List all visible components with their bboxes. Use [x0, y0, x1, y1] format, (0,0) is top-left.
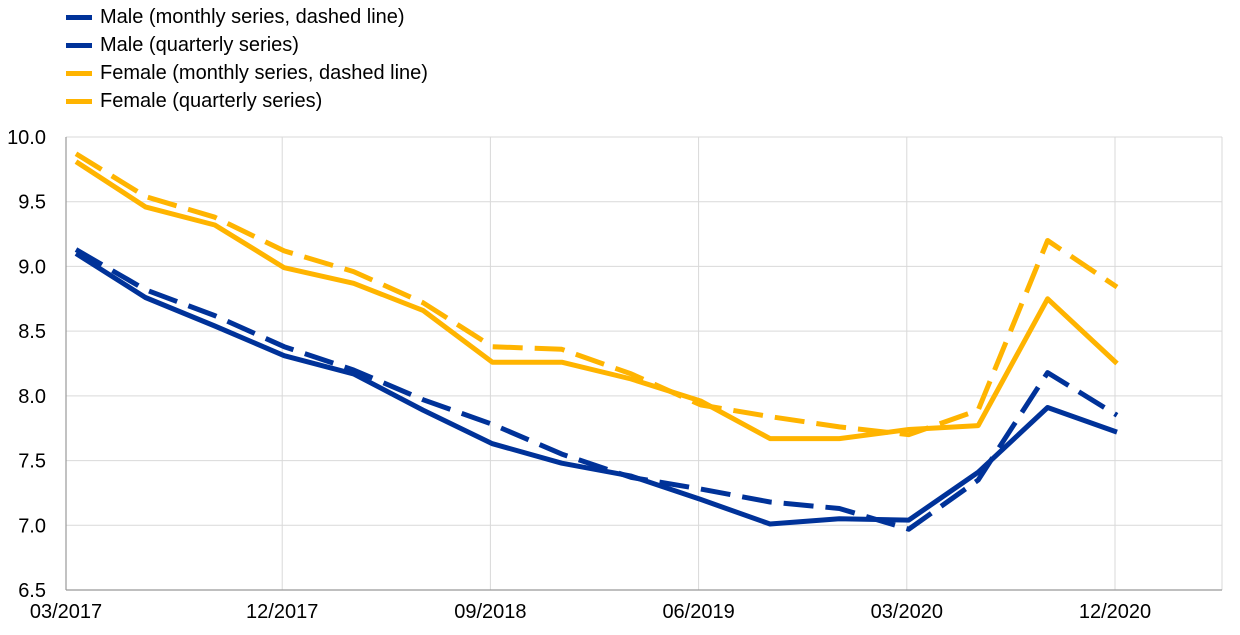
x-tick-label: 03/2017 [30, 601, 102, 623]
y-tick-label: 9.5 [18, 192, 46, 214]
legend-swatch [66, 70, 92, 76]
legend-item-male-monthly: Male (monthly series, dashed line) [66, 3, 428, 31]
legend-swatch [66, 14, 92, 20]
y-axis: 6.5 7.0 7.5 8.0 8.5 9.0 9.5 10.0 [7, 127, 67, 602]
legend-label: Female (quarterly series) [100, 90, 323, 112]
grid [66, 136, 1223, 590]
legend-label: Male (monthly series, dashed line) [100, 6, 405, 28]
legend-swatch [66, 42, 92, 48]
series-line-male-monthly [74, 247, 1119, 532]
y-tick-label: 8.5 [18, 321, 46, 343]
legend-swatch [66, 98, 92, 104]
legend-item-male-quarterly: Male (quarterly series) [66, 31, 428, 59]
legend-item-female-monthly: Female (monthly series, dashed line) [66, 59, 428, 87]
y-tick-label: 10.0 [7, 127, 46, 149]
x-tick-label: 06/2019 [662, 601, 734, 623]
legend-label: Male (quarterly series) [100, 34, 299, 56]
y-tick-label: 7.5 [18, 451, 46, 473]
y-tick-label: 8.0 [18, 386, 46, 408]
legend: Male (monthly series, dashed line) Male … [66, 3, 428, 115]
series-line-female-quarterly [74, 159, 1119, 442]
series-lines [74, 151, 1119, 532]
y-tick-label: 9.0 [18, 256, 46, 278]
series-line-female-monthly [74, 151, 1119, 438]
x-tick-label: 09/2018 [454, 601, 526, 623]
legend-item-female-quarterly: Female (quarterly series) [66, 87, 428, 115]
x-axis: 03/2017 12/2017 09/2018 06/2019 03/2020 12/20… [30, 589, 1222, 623]
x-tick-label: 12/2017 [246, 601, 318, 623]
legend-label: Female (monthly series, dashed line) [100, 62, 428, 84]
y-tick-label: 6.5 [18, 580, 46, 602]
x-tick-label: 12/2020 [1079, 601, 1151, 623]
x-tick-label: 03/2020 [871, 601, 943, 623]
series-line-male-quarterly [74, 251, 1118, 527]
y-tick-label: 7.0 [18, 515, 46, 537]
